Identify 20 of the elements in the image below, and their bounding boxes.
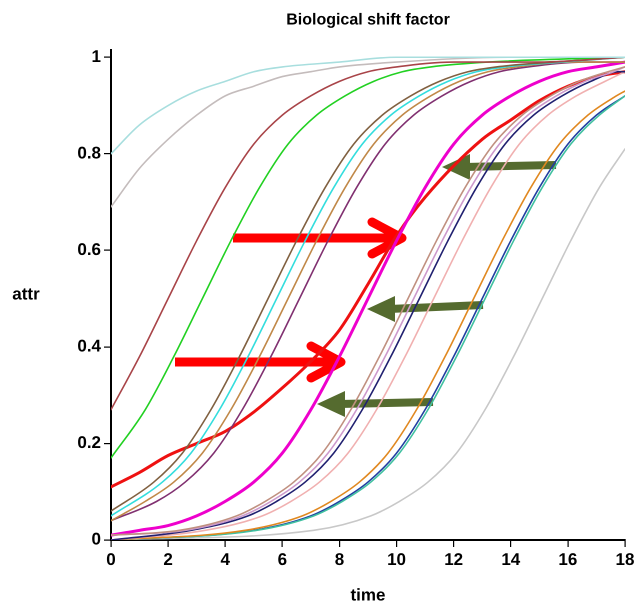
y-tick-label: 0.2 <box>77 433 101 452</box>
x-tick-label: 2 <box>163 550 173 569</box>
x-tick-label: 10 <box>387 550 406 569</box>
x-tick-label: 6 <box>278 550 288 569</box>
line-series <box>111 56 625 155</box>
x-tick-label: 16 <box>558 550 578 569</box>
y-axis-title: attr <box>12 284 40 304</box>
x-tick-label: 12 <box>444 550 464 569</box>
y-tick-label: 1 <box>92 46 101 66</box>
y-tick-label: 0.4 <box>77 336 102 356</box>
x-tick-label: 8 <box>334 550 344 569</box>
x-tick-label: 4 <box>220 550 230 569</box>
y-tick-label: 0.6 <box>77 240 101 260</box>
x-tick-label: 18 <box>616 550 634 569</box>
x-tick-label: 14 <box>501 550 521 569</box>
chart-title: Biological shift factor <box>286 11 450 28</box>
y-tick-label: 0 <box>92 530 101 549</box>
y-tick-label: 0.8 <box>77 143 101 162</box>
x-axis-title: time <box>350 585 386 604</box>
x-tick-label: 0 <box>106 550 116 569</box>
